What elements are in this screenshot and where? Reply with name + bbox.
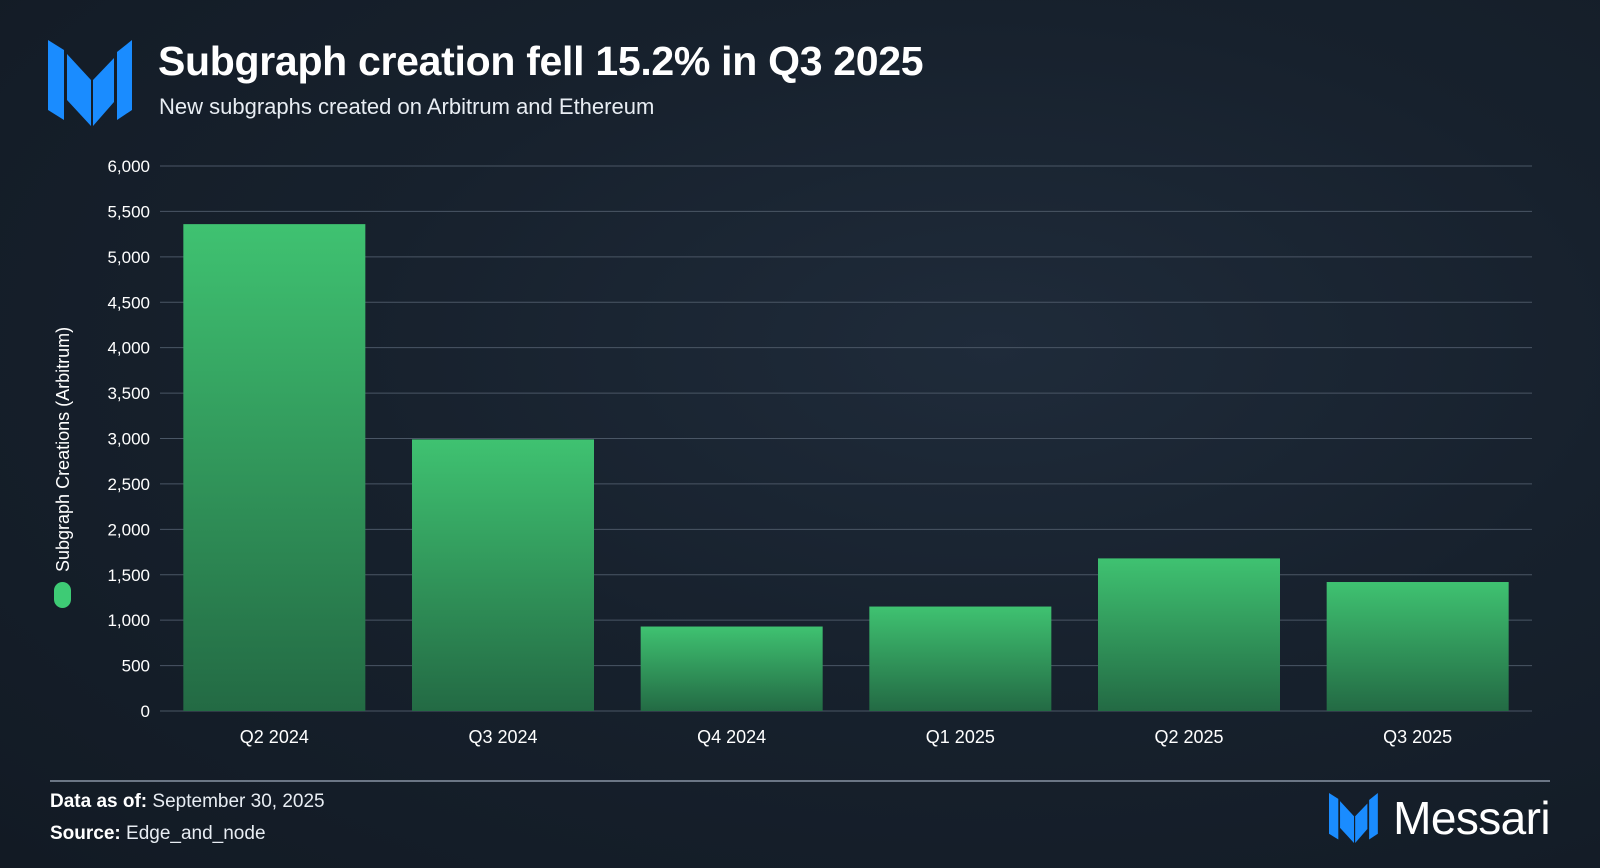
chart-subtitle: New subgraphs created on Arbitrum and Et…: [159, 94, 655, 119]
bar-q3-2024: [412, 439, 594, 711]
legend: Subgraph Creations (Arbitrum): [53, 327, 73, 608]
messari-logo-icon: [1329, 793, 1379, 843]
y-tick-label: 2,500: [107, 475, 150, 494]
x-tick-label: Q3 2025: [1383, 727, 1452, 747]
x-axis-ticks: Q2 2024 Q3 2024 Q4 2024 Q1 2025 Q2 2025 Q3 20…: [240, 727, 1452, 747]
brand-logo: Messari: [1329, 792, 1551, 844]
source-label: Source:: [50, 823, 121, 844]
footer-divider: [50, 780, 1550, 782]
messari-logo-icon: [48, 40, 132, 126]
brand-name: Messari: [1393, 792, 1550, 844]
x-tick-label: Q1 2025: [926, 727, 995, 747]
bar-q3-2025: [1326, 582, 1509, 711]
y-tick-label: 1,500: [107, 566, 150, 585]
data-as-of: Data as of: September 30, 2025: [50, 791, 325, 813]
legend-swatch: [54, 582, 71, 608]
bar-q2-2025: [1098, 558, 1280, 711]
y-tick-label: 4,500: [107, 293, 150, 312]
bars: [183, 224, 1509, 711]
source: Source: Edge_and_node: [50, 823, 266, 845]
bar-q2-2024: [183, 224, 366, 711]
y-axis-ticks: 0 500 1,000 1,500 2,000 2,500 3,000 3,500 4,000 4…: [107, 157, 150, 721]
y-tick-label: 3,500: [107, 384, 150, 403]
y-axis-label: Subgraph Creations (Arbitrum): [53, 327, 73, 572]
source-value: Edge_and_node: [126, 823, 266, 844]
x-tick-label: Q2 2025: [1154, 727, 1223, 747]
x-tick-label: Q4 2024: [697, 727, 766, 747]
y-tick-label: 5,500: [107, 202, 150, 221]
y-tick-label: 1,000: [107, 611, 150, 630]
y-tick-label: 3,000: [107, 430, 150, 449]
bar-q4-2024: [640, 626, 823, 711]
y-tick-label: 4,000: [107, 339, 150, 358]
y-tick-label: 2,000: [107, 520, 150, 539]
x-tick-label: Q3 2024: [468, 727, 537, 747]
x-tick-label: Q2 2024: [240, 727, 309, 747]
data-as-of-label: Data as of:: [50, 791, 148, 812]
chart-title: Subgraph creation fell 15.2% in Q3 2025: [158, 38, 924, 84]
data-as-of-value: September 30, 2025: [152, 791, 325, 812]
y-tick-label: 6,000: [107, 157, 150, 176]
bar-q1-2025: [869, 606, 1052, 711]
y-tick-label: 5,000: [107, 248, 150, 267]
gridlines: [160, 165, 1532, 712]
y-tick-label: 500: [122, 657, 150, 676]
y-tick-label: 0: [141, 702, 150, 721]
